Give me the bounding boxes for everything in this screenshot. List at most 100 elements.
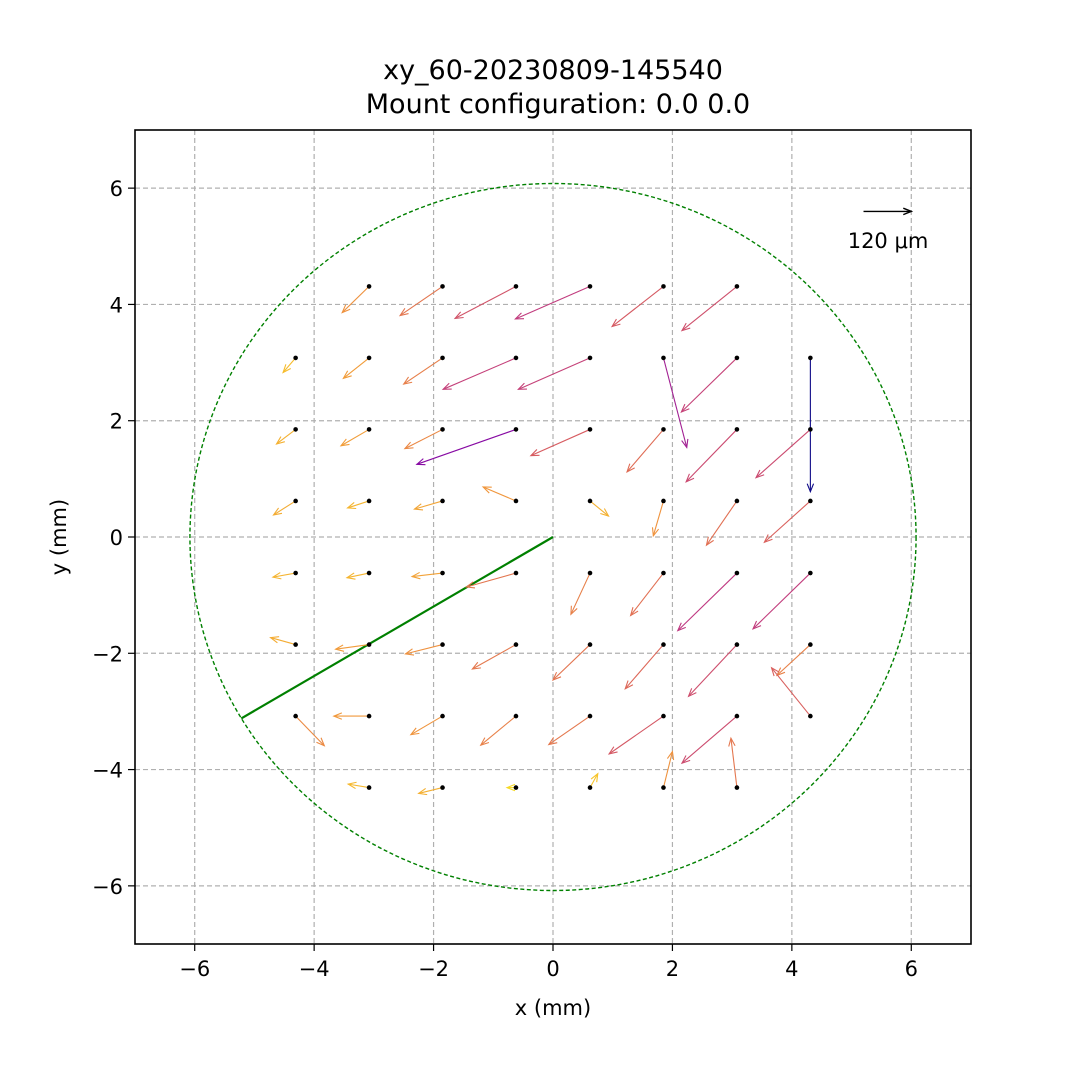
sample-point <box>808 427 813 432</box>
quiver-arrow <box>269 636 296 646</box>
sample-point <box>734 785 740 790</box>
sample-point <box>513 284 519 289</box>
sample-point <box>661 570 666 576</box>
sample-point <box>513 785 519 790</box>
quiver-arrow <box>754 429 811 479</box>
x-tick-label: 0 <box>546 957 559 981</box>
quiver-arrow <box>479 715 517 747</box>
sample-point <box>734 355 740 361</box>
quiver-arrow <box>589 500 610 518</box>
sample-point <box>587 570 593 576</box>
quiver-arrow <box>453 285 517 320</box>
quiver-arrow <box>402 357 443 385</box>
y-tick-label: 6 <box>110 177 123 201</box>
quiver-arrow <box>624 644 664 690</box>
sample-point <box>513 713 519 719</box>
boundary-circle <box>189 182 917 892</box>
y-tick-label: −2 <box>92 642 123 666</box>
sample-point <box>440 713 445 719</box>
quiver-arrow <box>551 644 591 682</box>
sample-point <box>293 713 298 719</box>
sample-point <box>366 570 372 576</box>
quiver-arrow <box>282 357 297 374</box>
quiver-arrow <box>728 736 738 788</box>
sample-point <box>587 785 593 790</box>
plot-content <box>189 182 917 892</box>
quiver-arrow <box>751 572 811 630</box>
y-tick-label: 0 <box>110 526 123 550</box>
quiver-arrow <box>464 572 517 589</box>
sample-point <box>734 713 740 719</box>
quiver-arrow <box>607 715 664 755</box>
y-tick-label: 4 <box>110 293 123 317</box>
x-tick-label: −4 <box>299 957 330 981</box>
sample-point <box>587 284 593 289</box>
y-tick-label: 2 <box>110 410 123 434</box>
quiver-arrow <box>651 500 664 538</box>
x-tick-label: −2 <box>418 957 449 981</box>
sample-point <box>366 355 372 361</box>
sample-point <box>808 642 813 647</box>
quiver-arrow <box>481 486 517 502</box>
quiver-arrow <box>529 428 591 457</box>
sample-point <box>808 713 813 719</box>
x-tick-label: 6 <box>905 957 918 981</box>
plot-frame <box>134 129 972 945</box>
quiver-arrow <box>680 715 738 765</box>
sample-point <box>513 427 519 432</box>
quiver-arrow <box>404 644 443 656</box>
sample-point <box>587 498 593 504</box>
axis-ticks: −6 −4 −2 0 2 4 6 −6 −4 −2 0 2 4 6 <box>92 177 918 981</box>
quiver-arrow <box>339 428 370 447</box>
quiver-arrow <box>685 429 738 483</box>
chart-title: xy_60-20230809-145540 <box>383 55 723 86</box>
x-tick-label: 2 <box>666 957 679 981</box>
quiver-arrow <box>626 429 664 474</box>
sample-point <box>513 498 519 504</box>
sample-point <box>293 355 298 361</box>
sample-point <box>587 427 593 432</box>
sample-point <box>440 642 445 647</box>
scale-key: 120 μm <box>848 207 929 253</box>
quiver-arrow <box>680 285 738 332</box>
sample-point <box>440 355 445 361</box>
quiver-arrow <box>570 572 591 616</box>
chart-subtitle: Mount configuration: 0.0 0.0 <box>366 89 750 120</box>
quiver-arrow <box>271 572 296 580</box>
quiver-arrow <box>332 712 370 720</box>
x-tick-label: 4 <box>785 957 798 981</box>
sample-point <box>513 570 519 576</box>
quiver-arrow <box>342 357 370 380</box>
quiver-arrow <box>517 357 591 390</box>
sample-point <box>661 427 666 432</box>
scale-key-label: 120 μm <box>848 229 929 253</box>
sample-point <box>661 498 666 504</box>
sample-point <box>661 713 666 719</box>
quiver-arrow <box>275 428 296 445</box>
sample-point <box>734 284 740 289</box>
quiver-arrow <box>629 572 664 617</box>
x-axis-label: x (mm) <box>515 996 591 1020</box>
sample-point <box>661 284 666 289</box>
sample-point <box>440 284 445 289</box>
quiver-arrow <box>514 285 591 320</box>
sample-point <box>587 642 593 647</box>
sample-point <box>366 284 372 289</box>
sample-point <box>661 785 666 790</box>
sample-point <box>293 642 298 647</box>
sample-point <box>808 498 813 504</box>
sample-point <box>513 355 519 361</box>
sample-point <box>440 785 445 790</box>
quiver-arrow <box>806 357 815 494</box>
quiver-arrow <box>662 750 675 788</box>
sample-point <box>734 427 740 432</box>
sample-point <box>366 713 372 719</box>
sample-point <box>587 713 593 719</box>
sample-point <box>366 642 372 647</box>
sample-point <box>440 570 445 576</box>
scale-key-arrow <box>863 207 914 216</box>
sample-point <box>293 498 298 504</box>
sample-point <box>808 570 813 576</box>
quiver-arrow <box>295 715 326 747</box>
